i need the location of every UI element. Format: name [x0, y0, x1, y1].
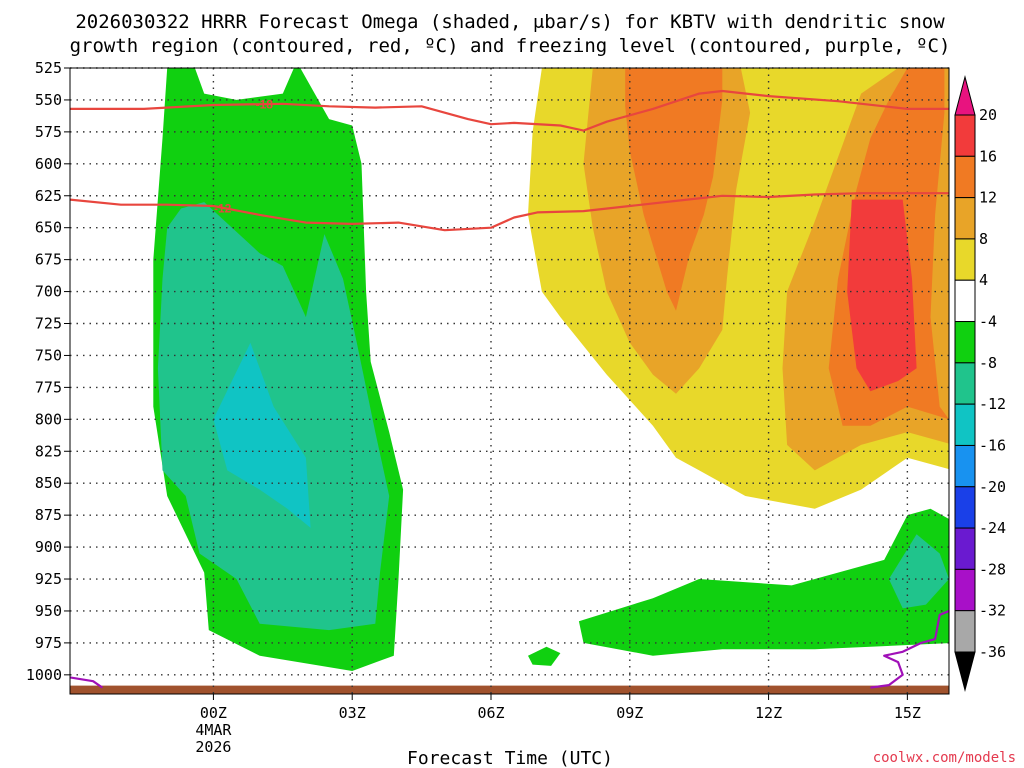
y-tick-label-650: 650	[35, 219, 62, 237]
upward-motion-peak	[847, 199, 917, 392]
y-tick-label-750: 750	[35, 346, 62, 364]
chart-title-line-1: 2026030322 HRRR Forecast Omega (shaded, …	[75, 11, 945, 33]
colorbar-label--4: -4	[979, 313, 997, 331]
y-tick-label-925: 925	[35, 570, 62, 588]
y-tick-label-700: 700	[35, 283, 62, 301]
colorbar-label--32: -32	[979, 602, 1006, 620]
contour-lines	[70, 89, 949, 689]
colorbar-box-1	[954, 155, 976, 199]
y-tick-label-950: 950	[35, 602, 62, 620]
colorbar-label--16: -16	[979, 436, 1006, 454]
colorbar-box-6	[954, 362, 976, 405]
colorbar-label--28: -28	[979, 560, 1006, 578]
x-tick-label-09Z: 09Z	[616, 704, 643, 722]
plot-frame	[69, 67, 950, 695]
chart-title-line-2: growth region (contoured, red, ºC) and f…	[70, 35, 951, 57]
colorbar-box-2	[954, 197, 976, 240]
y-tick-label-575: 575	[35, 123, 62, 141]
minus-18-isotherm-label: -18	[256, 98, 274, 112]
y-tick-label-1000: 1000	[26, 666, 62, 684]
colorbar-label-12: 12	[979, 189, 997, 207]
minus-12-isotherm	[70, 192, 949, 232]
ground-surface	[70, 685, 949, 694]
dotted-grid	[70, 67, 949, 694]
contour-labels: -18 -12	[214, 98, 274, 216]
y-tick-label-825: 825	[35, 442, 62, 460]
y-tick-label-625: 625	[35, 187, 62, 205]
y-tick-label-900: 900	[35, 538, 62, 556]
colorbar-box-9	[954, 486, 976, 529]
y-tick-label-725: 725	[35, 315, 62, 333]
colorbar-bottom-triangle	[954, 651, 976, 692]
downward-motion-core	[213, 342, 311, 528]
colorbar-label-20: 20	[979, 106, 997, 124]
y-tick-label-850: 850	[35, 474, 62, 492]
colorbar-label-16: 16	[979, 147, 997, 165]
colorbar-label--8: -8	[979, 354, 997, 372]
colorbar-box-5	[954, 321, 976, 364]
colorbar-label--36: -36	[979, 643, 1006, 661]
colorbar-label--12: -12	[979, 395, 1006, 413]
y-tick-label-775: 775	[35, 378, 62, 396]
colorbar-box-8	[954, 444, 976, 488]
y-tick-label-600: 600	[35, 155, 62, 173]
y-tick-label-875: 875	[35, 506, 62, 524]
pressure-axis: 525 550 575 600 625 650 675 700 725 750 775 800 825 8…	[26, 59, 70, 684]
colorbar-box-4	[954, 279, 976, 323]
colorbar-box-12	[954, 610, 976, 653]
y-tick-label-975: 975	[35, 634, 62, 652]
colorbar-box-3	[954, 238, 976, 281]
colorbar-label-4: 4	[979, 271, 988, 289]
colorbar-label--24: -24	[979, 519, 1006, 537]
x-tick-label-15Z: 15Z	[894, 704, 921, 722]
x-tick-label-06Z: 06Z	[477, 704, 504, 722]
downward-motion-low	[578, 508, 949, 656]
upward-motion-west-core	[625, 68, 723, 311]
colorbar-box-10	[954, 527, 976, 570]
x-tick-label-03Z: 03Z	[339, 704, 366, 722]
colorbar-box-0	[954, 114, 976, 157]
x-tick-label-12Z: 12Z	[755, 704, 782, 722]
shaded-omega-field	[70, 68, 949, 694]
minus-12-isotherm-label: -12	[214, 201, 232, 215]
omega-colorbar: 20 16 12 8 4 -4 -8 -12 -16 -20 -24 -28 -32 -36	[954, 75, 1006, 692]
y-tick-label-525: 525	[35, 59, 62, 77]
x-axis-label: Forecast Time (UTC)	[407, 748, 613, 768]
y-tick-label-550: 550	[35, 91, 62, 109]
y-tick-label-800: 800	[35, 410, 62, 428]
colorbar-label--20: -20	[979, 478, 1006, 496]
colorbar-top-triangle	[954, 75, 976, 116]
colorbar-box-11	[954, 568, 976, 612]
x-tick-year: 2026	[195, 738, 231, 756]
downward-motion-speck	[528, 646, 561, 666]
credit-text: coolwx.com/models	[873, 750, 1016, 766]
x-tick-date: 4MAR	[195, 721, 232, 739]
freezing-level-east	[870, 609, 949, 689]
downward-motion-low-core	[888, 534, 949, 609]
y-tick-label-675: 675	[35, 251, 62, 269]
colorbar-label-8: 8	[979, 230, 988, 248]
x-tick-label-00Z: 00Z	[200, 704, 227, 722]
colorbar-box-7	[954, 403, 976, 446]
freezing-level-west	[70, 676, 104, 689]
minus-18-isotherm	[70, 89, 949, 132]
